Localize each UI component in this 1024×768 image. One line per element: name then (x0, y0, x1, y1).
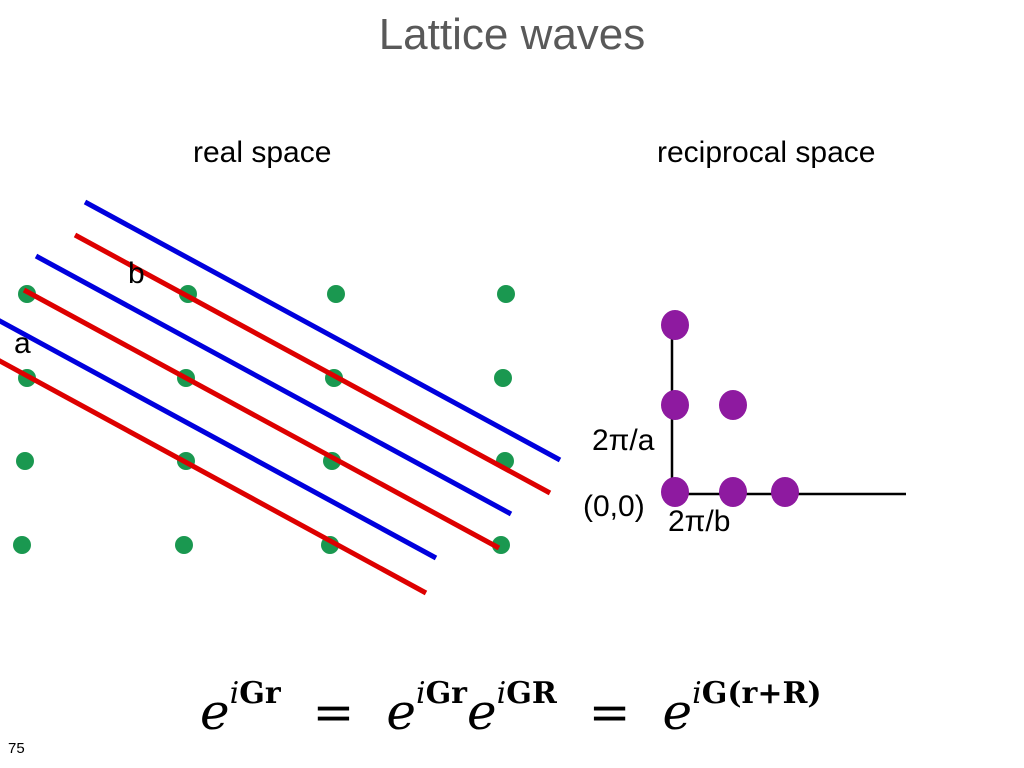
slide-number: 75 (8, 740, 25, 757)
lattice-point (494, 369, 512, 387)
lattice-label-a: a (14, 327, 31, 360)
red-wavefront-line (0, 358, 428, 596)
reciprocal-point (719, 390, 747, 420)
reciprocal-space-heading: reciprocal space (657, 136, 876, 169)
reciprocal-point (771, 477, 799, 507)
lattice-point (497, 285, 515, 303)
reciprocal-x-spacing-label: 2π/b (668, 505, 731, 538)
real-space-heading: real space (193, 136, 332, 169)
phase-formula: eiGr = eiGreiGR = eiG(r+R) (200, 676, 822, 741)
lattice-point (175, 536, 193, 554)
lattice-point (13, 536, 31, 554)
blue-wavefront-line (0, 318, 438, 561)
slide-title: Lattice waves (378, 10, 646, 59)
wavefront-lines (0, 199, 562, 596)
reciprocal-axes (670, 334, 906, 496)
lattice-point (492, 536, 510, 554)
reciprocal-origin-label: (0,0) (583, 490, 645, 523)
reciprocal-point (661, 310, 689, 340)
blue-wavefront-line (83, 199, 562, 463)
lattice-label-b: b (128, 257, 145, 290)
lattice-point (16, 452, 34, 470)
reciprocal-lattice-points (661, 310, 799, 507)
blue-wavefront-line (34, 253, 513, 517)
reciprocal-y-spacing-label: 2π/a (592, 424, 655, 457)
red-wavefront-line (22, 287, 501, 551)
reciprocal-point (661, 477, 689, 507)
red-wavefront-line (73, 232, 552, 496)
reciprocal-point (719, 477, 747, 507)
reciprocal-point (661, 390, 689, 420)
lattice-point (327, 285, 345, 303)
